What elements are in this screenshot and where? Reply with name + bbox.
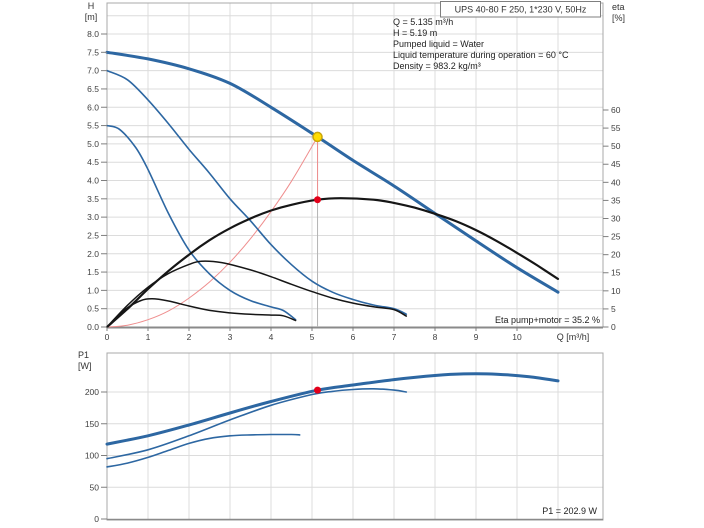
- p1-tick-label: 50: [90, 482, 100, 492]
- power-curve-speed-3-selected[interactable]: [105, 372, 560, 446]
- info-density: Density = 983.2 kg/m³: [393, 61, 481, 71]
- eta-tick-label: 50: [611, 141, 621, 151]
- h-axis-label-line2: [m]: [85, 12, 98, 22]
- p1-tick-label: 200: [85, 387, 99, 397]
- q-tick-label: 9: [474, 332, 479, 342]
- h-tick-label: 7.0: [87, 66, 99, 76]
- h-tick-label: 0.5: [87, 304, 99, 314]
- duty-point-crosshair: [107, 136, 319, 327]
- info-flow: Q = 5.135 m³/h: [393, 17, 453, 27]
- p1-axis-label-line1: P1: [78, 350, 89, 360]
- duty-point-marker[interactable]: [312, 131, 323, 143]
- q-tick-label: 2: [187, 332, 192, 342]
- pump-curve-speed-2[interactable]: [106, 69, 408, 315]
- h-tick-label: 6.0: [87, 102, 99, 112]
- pump-title-box: [440, 1, 601, 18]
- p1-axis-label-line2: [W]: [78, 361, 92, 371]
- bottom-plot-area[interactable]: [107, 353, 603, 520]
- system-curve[interactable]: [106, 136, 318, 328]
- p1-tick-label: 100: [85, 451, 99, 461]
- bottom-chart-curves: [105, 372, 560, 468]
- efficiency-curve-speed-1[interactable]: [106, 298, 297, 328]
- q-tick-label: 4: [269, 332, 274, 342]
- pump-curve-speed-1[interactable]: [106, 124, 297, 321]
- p1-tick-label: 0: [94, 514, 99, 524]
- eta-tick-label: 60: [611, 105, 621, 115]
- h-tick-label: 4.5: [87, 157, 99, 167]
- eta-tick-label: 35: [611, 195, 621, 205]
- h-tick-label: 1.0: [87, 285, 99, 295]
- h-tick-label: 4.0: [87, 176, 99, 186]
- q-tick-label: 5: [310, 332, 315, 342]
- q-tick-label: 8: [433, 332, 438, 342]
- h-tick-label: 6.5: [87, 84, 99, 94]
- p1-point-marker[interactable]: [314, 386, 322, 394]
- top-chart-grid: [106, 2, 604, 329]
- pump-curve-speed-3-selected[interactable]: [105, 50, 560, 294]
- info-liquid-temperature: Liquid temperature during operation = 60…: [393, 50, 569, 60]
- q-tick-label: 7: [392, 332, 397, 342]
- q-axis-label: Q [m³/h]: [557, 332, 590, 342]
- h-tick-label: 3.5: [87, 194, 99, 204]
- top-chart-curves: [105, 50, 560, 329]
- q-tick-label: 0: [105, 332, 110, 342]
- h-tick-label: 5.5: [87, 121, 99, 131]
- h-tick-label: 0.0: [87, 322, 99, 332]
- h-tick-label: 1.5: [87, 267, 99, 277]
- power-curve-speed-2[interactable]: [106, 387, 408, 460]
- operating-point-markers: [312, 131, 323, 394]
- eta-tick-label: 40: [611, 177, 621, 187]
- p1-readout: P1 = 202.9 W: [542, 506, 597, 516]
- eta-tick-label: 30: [611, 213, 621, 223]
- eta-tick-label: 55: [611, 123, 621, 133]
- info-pumped-liquid: Pumped liquid = Water: [393, 39, 484, 49]
- h-tick-label: 2.0: [87, 249, 99, 259]
- q-tick-label: 1: [146, 332, 151, 342]
- h-tick-label: 5.0: [87, 139, 99, 149]
- p1-tick-label: 150: [85, 419, 99, 429]
- eta-tick-label: 0: [611, 322, 616, 332]
- eta-readout: Eta pump+motor = 35.2 %: [495, 315, 600, 325]
- eta-tick-label: 25: [611, 232, 621, 242]
- h-tick-label: 3.0: [87, 212, 99, 222]
- q-tick-label: 10: [512, 332, 522, 342]
- h-tick-label: 7.5: [87, 47, 99, 57]
- q-tick-label: 3: [228, 332, 233, 342]
- info-head: H = 5.19 m: [393, 28, 437, 38]
- q-tick-label: 6: [351, 332, 356, 342]
- eta-point-marker[interactable]: [314, 196, 322, 204]
- eta-axis-label-line1: eta: [612, 2, 625, 12]
- h-tick-label: 8.0: [87, 29, 99, 39]
- top-plot-area[interactable]: [107, 3, 603, 327]
- eta-tick-label: 20: [611, 250, 621, 260]
- h-tick-label: 2.5: [87, 230, 99, 240]
- eta-tick-label: 5: [611, 304, 616, 314]
- eta-axis-label-line2: [%]: [612, 13, 625, 23]
- axis-ticks: 0.0 0.5 1.0 1.5 2.0 2.5 3.0 3.5 4.0 4.5 5.0 5.5 6.0 6…: [85, 29, 621, 524]
- eta-tick-label: 10: [611, 286, 621, 296]
- power-curve-speed-1[interactable]: [106, 433, 301, 468]
- eta-tick-label: 15: [611, 268, 621, 278]
- eta-tick-label: 45: [611, 159, 621, 169]
- pump-title: UPS 40-80 F 250, 1*230 V, 50Hz: [455, 5, 587, 15]
- efficiency-curve-speed-3[interactable]: [105, 197, 560, 329]
- h-axis-label-line1: H: [88, 1, 95, 11]
